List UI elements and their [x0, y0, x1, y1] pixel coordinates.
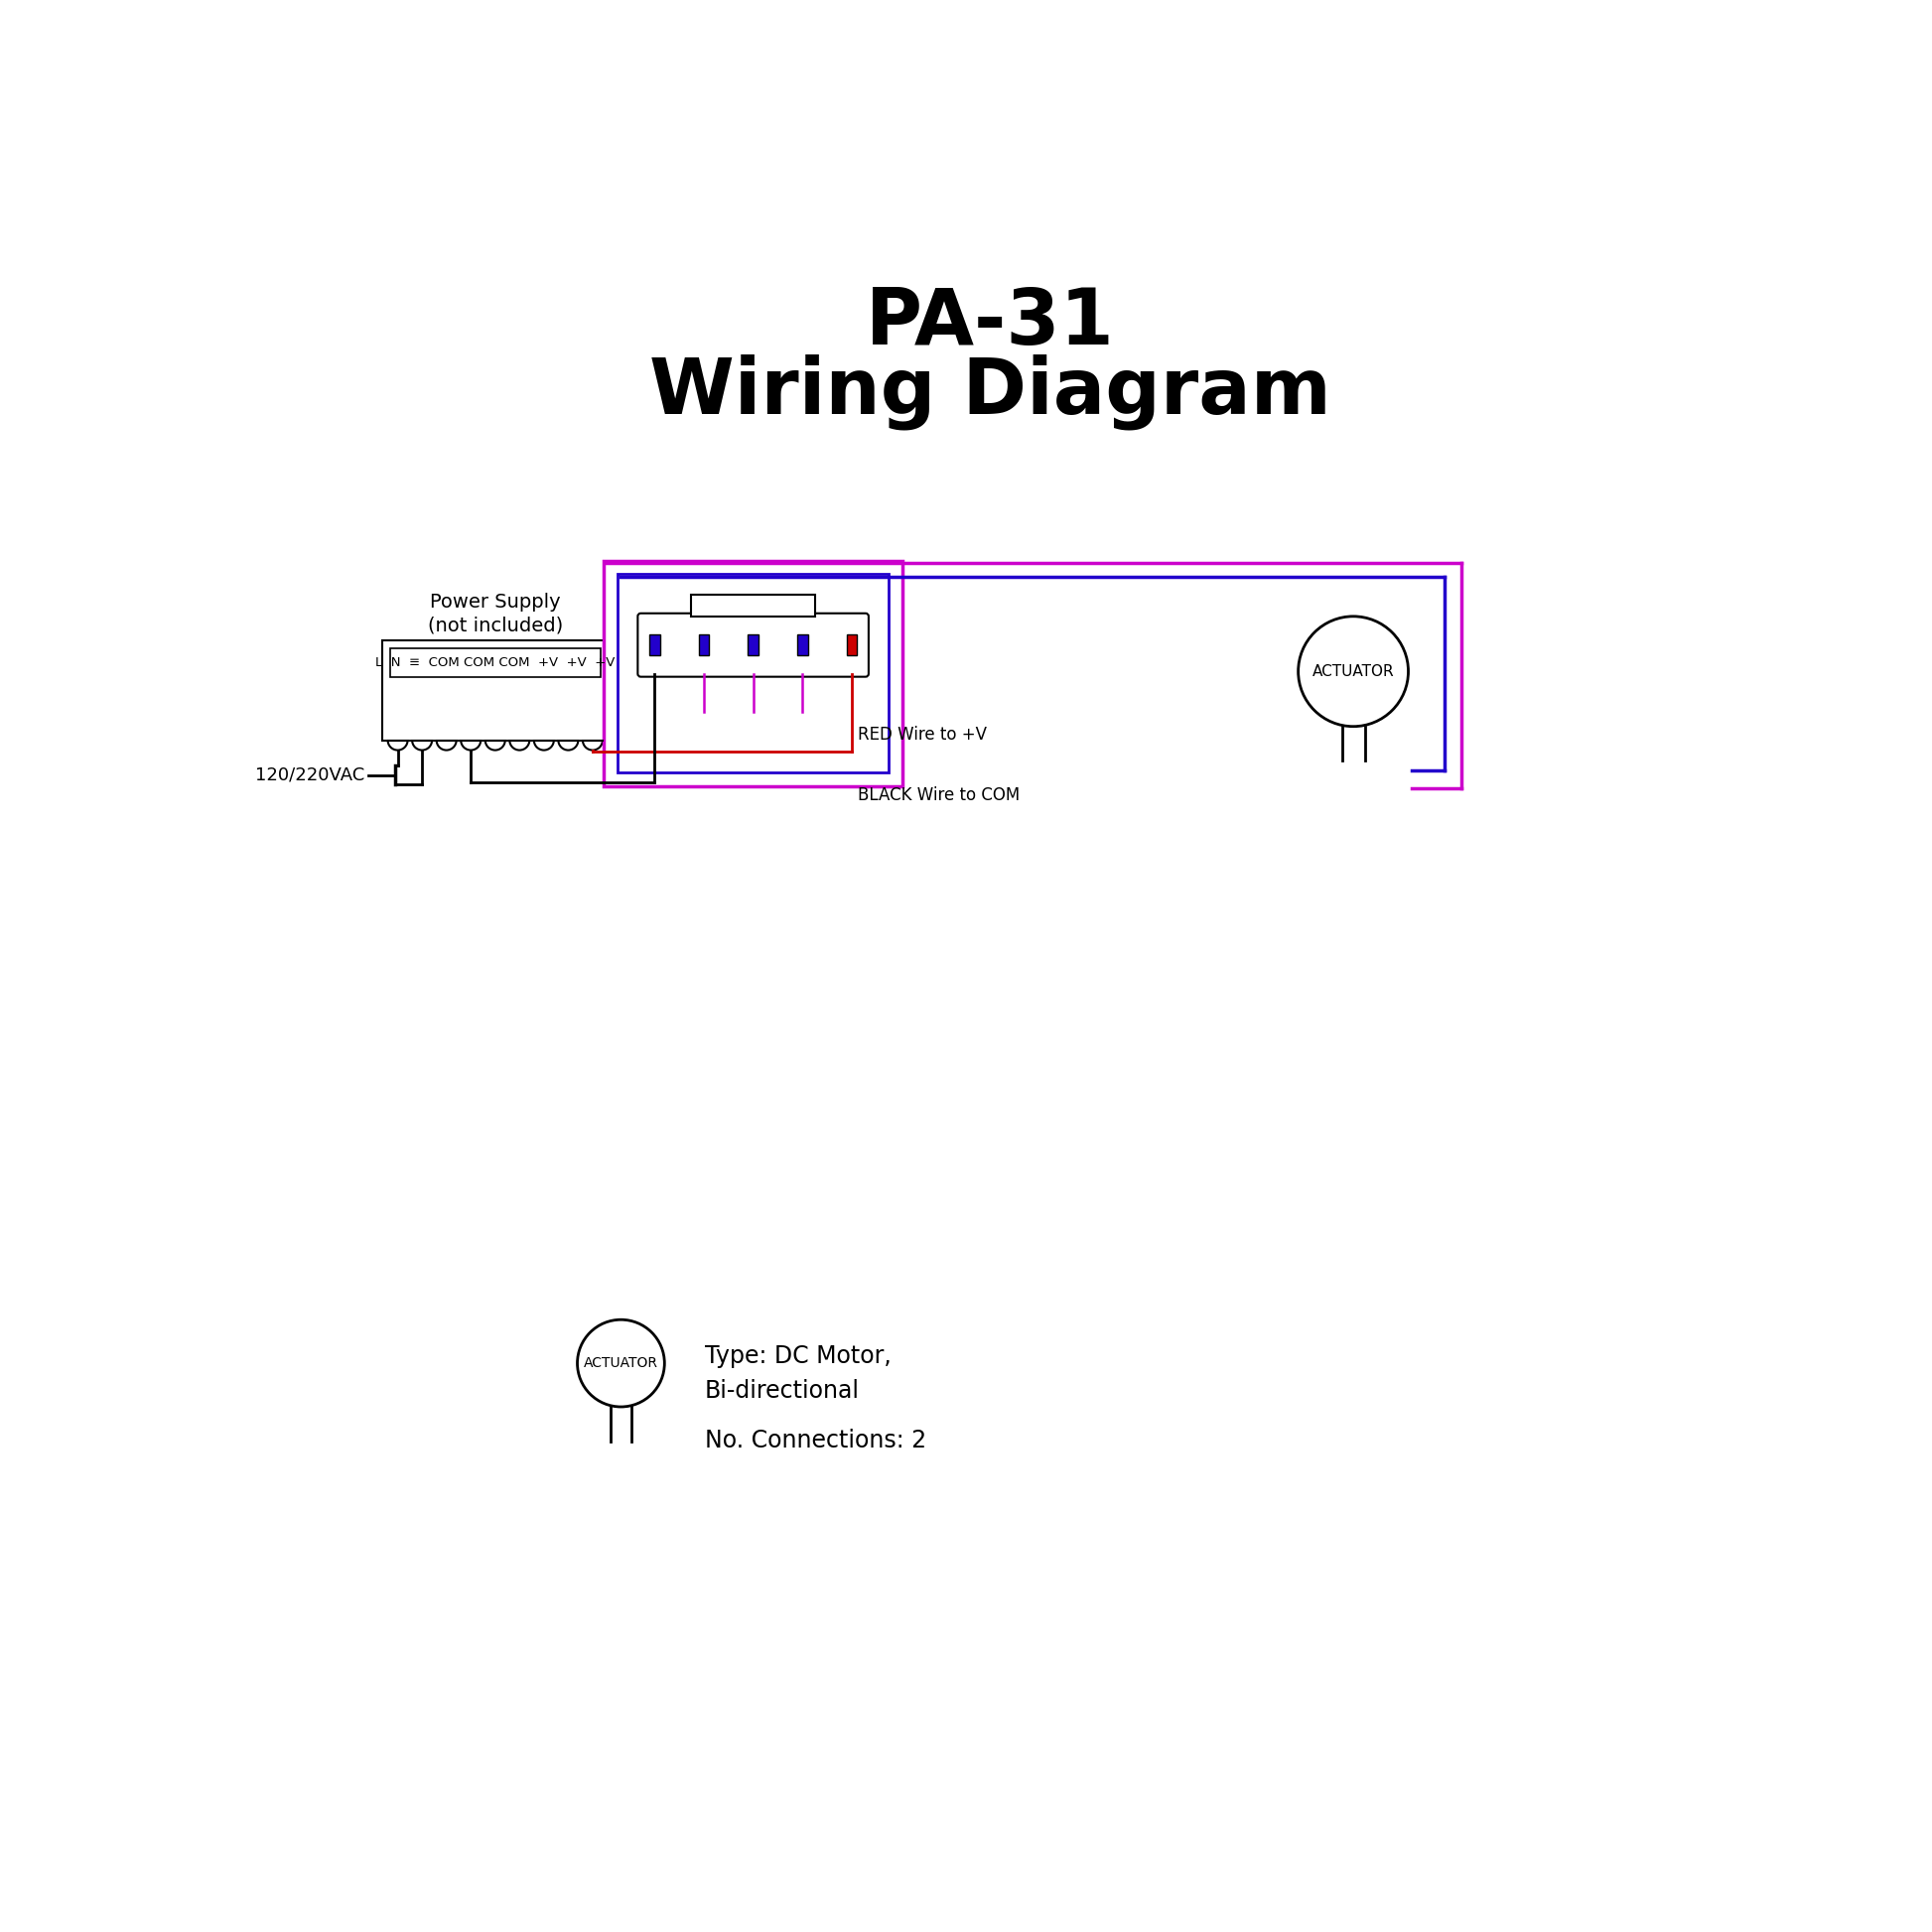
Text: ACTUATOR: ACTUATOR [583, 1356, 659, 1370]
Bar [846, 634, 858, 655]
Text: Bi-directional: Bi-directional [705, 1379, 860, 1403]
Text: PA-31: PA-31 [866, 286, 1115, 361]
Text: BLACK Wire to COM: BLACK Wire to COM [858, 786, 1020, 804]
Bar [798, 634, 808, 655]
Text: Power Supply
(not included): Power Supply (not included) [427, 593, 562, 636]
Bar [383, 641, 609, 740]
FancyBboxPatch shape [638, 612, 869, 676]
Bar [748, 634, 759, 655]
Bar [699, 634, 709, 655]
Text: No. Connections: 2: No. Connections: 2 [705, 1428, 927, 1453]
Text: ACTUATOR: ACTUATOR [1312, 665, 1395, 678]
Bar [390, 649, 601, 678]
Circle shape [1298, 616, 1408, 726]
Bar [618, 574, 889, 773]
Text: Type: DC Motor,: Type: DC Motor, [705, 1345, 891, 1368]
Bar [605, 560, 902, 786]
Bar [649, 634, 661, 655]
Text: L  N  ≡  COM COM COM  +V  +V  +V: L N ≡ COM COM COM +V +V +V [375, 657, 614, 670]
Text: Wiring Diagram: Wiring Diagram [649, 354, 1331, 431]
Text: RED Wire to +V: RED Wire to +V [858, 726, 987, 744]
Text: 120/220VAC: 120/220VAC [255, 767, 365, 784]
Bar [692, 595, 815, 616]
Circle shape [578, 1320, 665, 1406]
